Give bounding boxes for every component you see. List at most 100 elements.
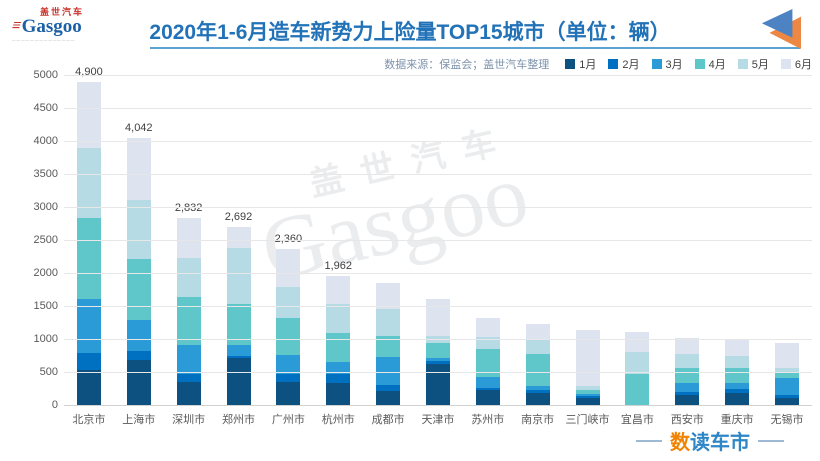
bar-segment-4月 xyxy=(226,304,251,346)
y-axis-tick-label: 4500 xyxy=(33,102,58,114)
legend-item: 3月 xyxy=(651,56,683,72)
bar-column: 2,360 广州市 xyxy=(263,75,313,426)
bar-segment-2月 xyxy=(176,374,201,383)
y-axis-tick-label: 2500 xyxy=(33,234,58,246)
x-axis-category-label: 上海市 xyxy=(122,414,156,426)
bar-segment-3月 xyxy=(774,377,799,396)
x-axis-category-label: 重庆市 xyxy=(720,414,754,426)
bar-segment-5月 xyxy=(376,309,401,337)
bar-segment-2月 xyxy=(376,385,401,392)
bar-segment-5月 xyxy=(774,367,799,372)
bar-segment-6月 xyxy=(226,227,251,249)
back-arrow-icon[interactable] xyxy=(756,8,804,50)
stacked-bar xyxy=(525,323,550,405)
y-axis-tick-label: 500 xyxy=(39,366,58,378)
x-axis-category-label: 广州市 xyxy=(271,414,305,426)
bars-container: 4,900 北京市 4,042 上海市 2,832 深圳市 2,692 郑州市 2,360 广州市… xyxy=(64,66,812,426)
bar-segment-3月 xyxy=(575,394,600,397)
bar-segment-5月 xyxy=(76,148,101,219)
bar-column: 南京市 xyxy=(513,75,563,426)
gridline xyxy=(64,306,812,307)
y-axis-tick-label: 3500 xyxy=(33,168,58,180)
bar-column: 成都市 xyxy=(363,75,413,426)
stacked-bar xyxy=(76,81,101,405)
gridline xyxy=(64,108,812,109)
bar-segment-2月 xyxy=(774,395,799,398)
bar-segment-4月 xyxy=(276,317,301,355)
x-axis-category-label: 成都市 xyxy=(371,414,405,426)
x-axis-category-label: 无锡市 xyxy=(770,414,804,426)
bar-column: 4,042 上海市 xyxy=(114,75,164,426)
bar-segment-6月 xyxy=(425,299,450,337)
header-divider xyxy=(150,47,800,49)
bar-segment-4月 xyxy=(575,390,600,395)
bar-total-label: 2,832 xyxy=(174,202,203,215)
bar-segment-6月 xyxy=(126,138,151,201)
bar-segment-4月 xyxy=(774,371,799,378)
bar-segment-2月 xyxy=(575,396,600,399)
x-axis-category-label: 杭州市 xyxy=(321,414,355,426)
bar-segment-4月 xyxy=(425,343,450,359)
bar-segment-5月 xyxy=(176,258,201,297)
bar-segment-5月 xyxy=(226,248,251,305)
bar-column: 重庆市 xyxy=(712,75,762,426)
stacked-bar xyxy=(226,227,251,405)
bar-column: 1,962 杭州市 xyxy=(313,75,363,426)
shudu-cheshi-brand: 数 读车市 xyxy=(628,426,792,455)
legend: 1月 2月 3月 4月 5月 6月 xyxy=(553,56,812,72)
x-axis-category-label: 深圳市 xyxy=(172,414,206,426)
x-axis-category-label: 三门峡市 xyxy=(565,414,610,426)
bar-segment-1月 xyxy=(226,358,251,405)
bar-segment-1月 xyxy=(525,393,550,405)
bar-segment-2月 xyxy=(475,388,500,391)
bar-segment-3月 xyxy=(76,299,101,354)
stacked-bar xyxy=(126,138,151,405)
bar-segment-4月 xyxy=(126,259,151,321)
bar-segment-2月 xyxy=(326,374,351,384)
bar-segment-4月 xyxy=(725,368,750,384)
legend-label: 3月 xyxy=(665,59,683,71)
y-axis-tick-label: 4000 xyxy=(33,135,58,147)
bar-segment-1月 xyxy=(376,391,401,405)
legend-label: 6月 xyxy=(794,59,812,71)
bar-column: 2,832 深圳市 xyxy=(164,75,214,426)
stacked-bar xyxy=(475,317,500,405)
y-axis-tick-label: 0 xyxy=(51,399,58,411)
bar-segment-6月 xyxy=(525,323,550,340)
legend-swatch xyxy=(565,59,576,69)
bar-segment-1月 xyxy=(76,370,101,405)
meta-row: 数据来源：保监会；盖世汽车整理 1月 2月 3月 4月 5月 6月 xyxy=(384,56,812,72)
data-source-note: 数据来源：保监会；盖世汽车整理 xyxy=(384,59,550,71)
bar-segment-4月 xyxy=(326,333,351,362)
gridline xyxy=(64,339,812,340)
stacked-bar xyxy=(625,332,650,405)
bar-total-label: 2,692 xyxy=(224,211,253,224)
bar-segment-3月 xyxy=(475,377,500,389)
bar-total-label: 4,900 xyxy=(75,65,103,78)
bar-column: 苏州市 xyxy=(463,75,513,426)
gridline xyxy=(64,75,812,76)
bar-segment-1月 xyxy=(675,394,700,405)
bar-segment-6月 xyxy=(675,337,700,355)
legend-label: 4月 xyxy=(708,59,726,71)
gridline xyxy=(64,405,812,406)
bar-segment-1月 xyxy=(575,398,600,405)
bar-segment-4月 xyxy=(176,296,201,346)
x-axis-category-label: 郑州市 xyxy=(222,414,255,426)
bar-segment-6月 xyxy=(376,282,401,310)
bar-segment-3月 xyxy=(326,361,351,374)
bar-segment-3月 xyxy=(675,383,700,392)
bar-segment-1月 xyxy=(326,383,351,405)
bar-segment-2月 xyxy=(226,355,251,359)
bar-segment-6月 xyxy=(625,332,650,352)
bar-segment-6月 xyxy=(326,275,351,305)
bar-segment-6月 xyxy=(774,343,799,368)
bar-segment-6月 xyxy=(176,218,201,259)
bar-segment-6月 xyxy=(475,317,500,338)
gasgoo-logo-en: ≡ Gasgoo xyxy=(9,16,82,37)
bar-segment-4月 xyxy=(376,336,401,358)
bar-segment-4月 xyxy=(525,354,550,387)
bar-segment-2月 xyxy=(76,353,101,371)
x-axis-category-label: 西安市 xyxy=(670,414,704,426)
stacked-bar xyxy=(276,249,301,405)
